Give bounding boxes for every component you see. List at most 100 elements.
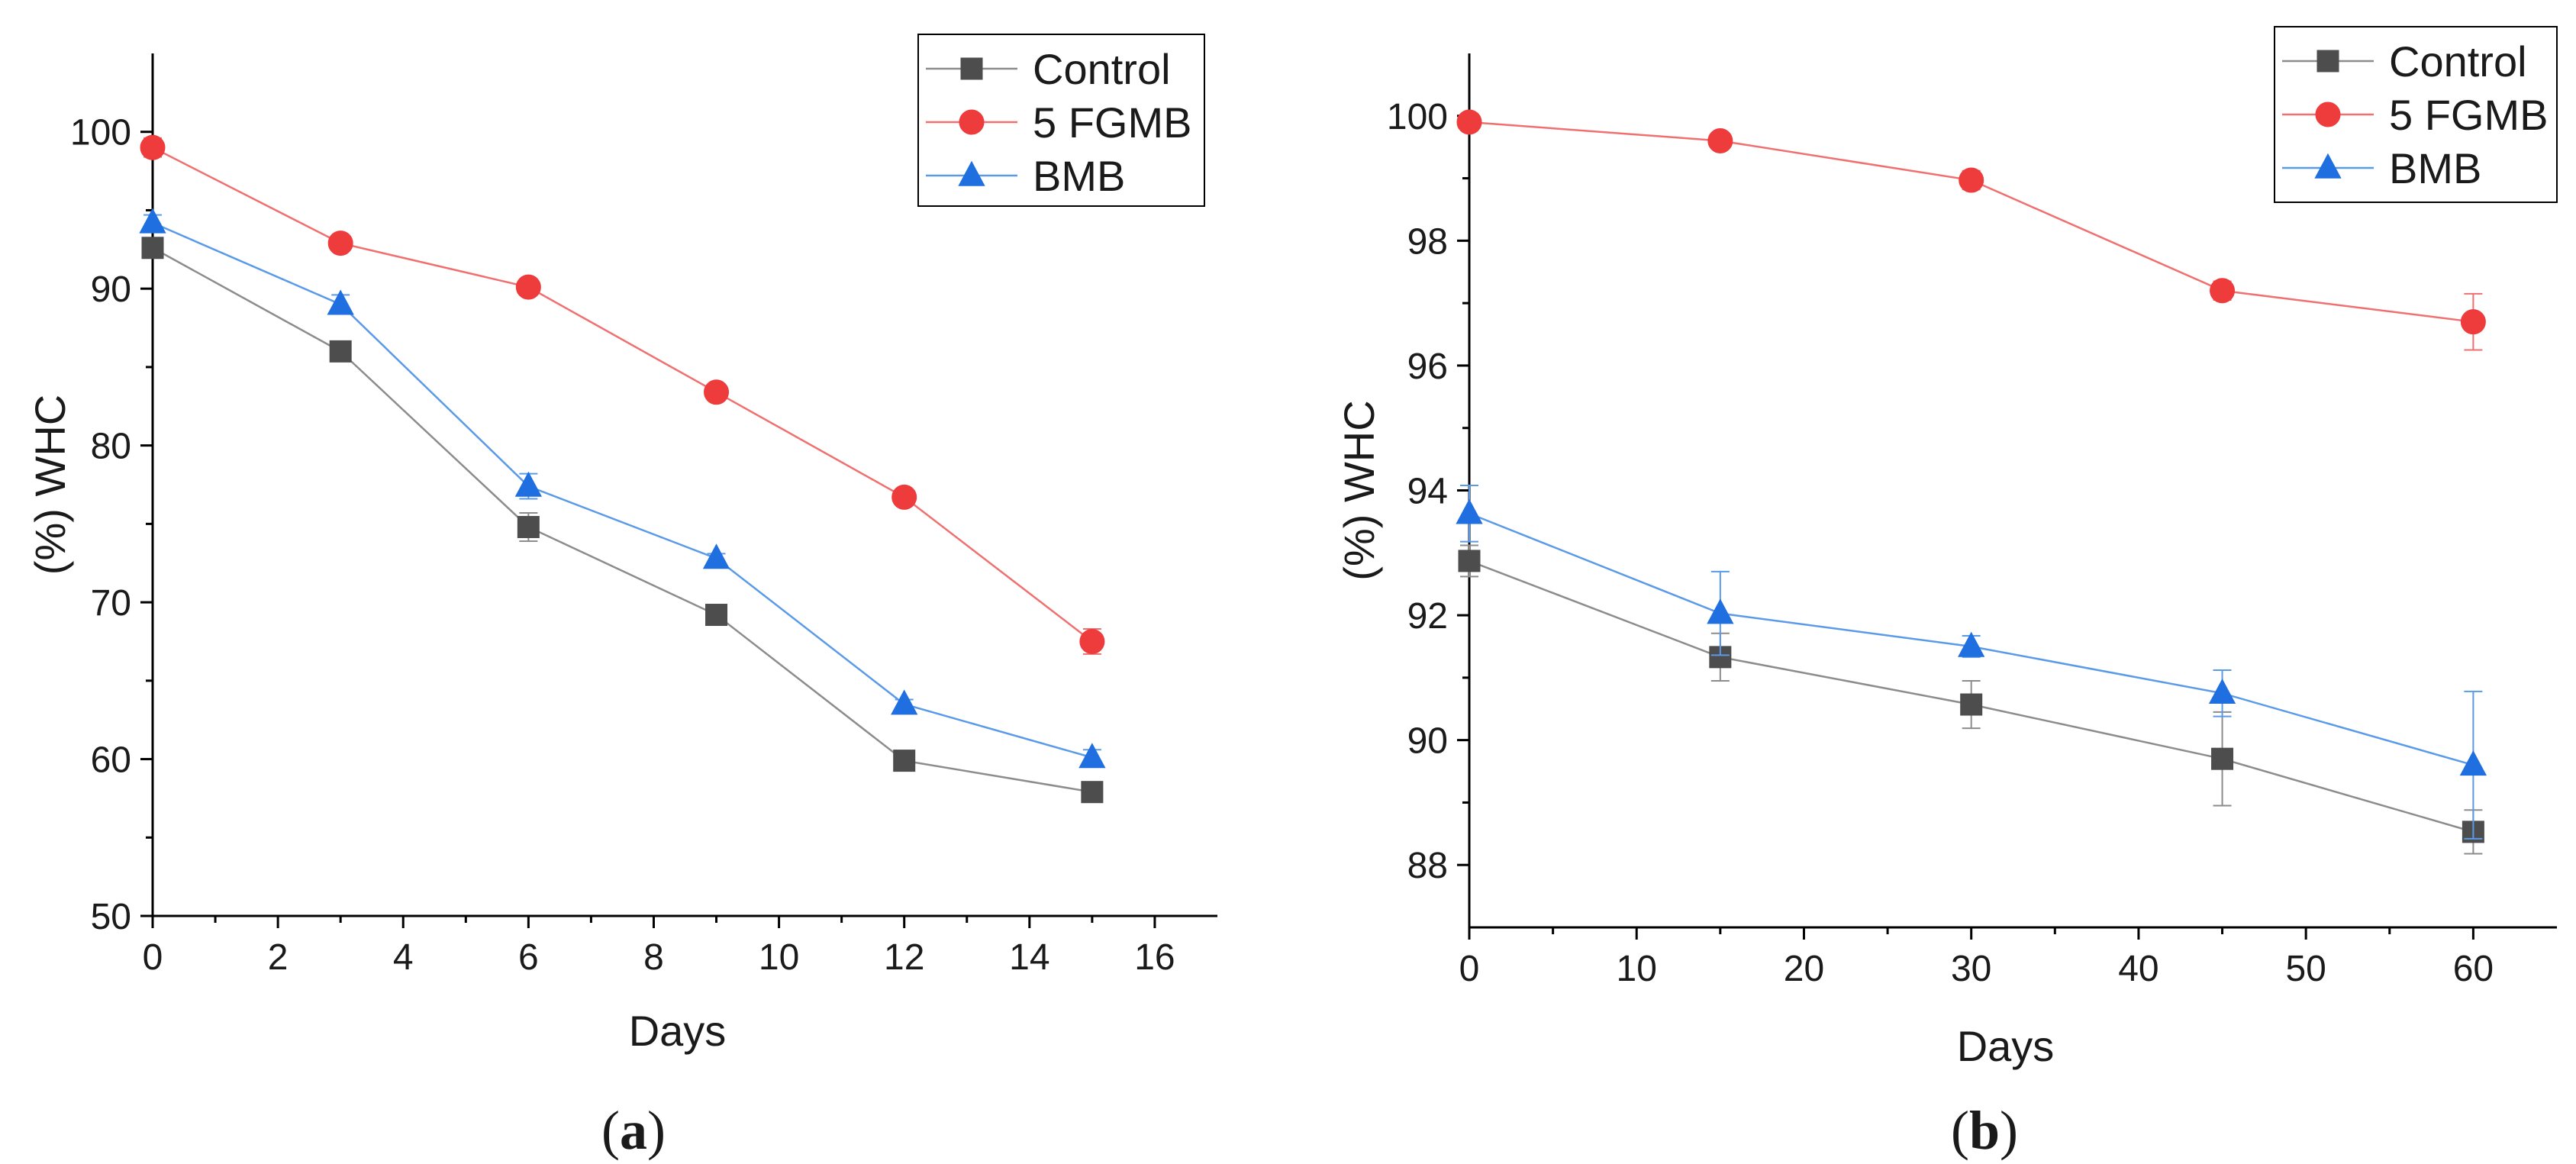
data-point [702,543,730,569]
data-point [1958,631,1985,657]
y-tick-label: 96 [1407,347,1448,387]
data-point [141,237,164,260]
x-tick-label: 12 [884,937,924,978]
legend-label: Control [1033,45,1171,93]
data-point [891,689,918,715]
data-point [1458,550,1481,572]
y-tick-label: 92 [1407,596,1448,637]
legend-marker [2315,102,2341,127]
x-tick-label: 6 [518,937,539,978]
series-line [152,147,1093,643]
legend-item: BMB [2282,144,2481,192]
caption-letter: b [1969,1100,2000,1161]
x-tick-label: 0 [143,937,163,978]
legend-item: 5 FGMB [926,98,1191,147]
y-tick-label: 88 [1407,846,1448,886]
data-point [2211,747,2234,770]
y-tick-label: 70 [91,583,131,624]
legend-label: BMB [2389,144,2481,192]
caption-paren: ) [2000,1100,2018,1161]
legend-item: Control [926,45,1171,93]
x-tick-label: 50 [2285,949,2326,989]
y-tick-label: 60 [91,740,131,781]
y-tick-label: 80 [91,427,131,467]
x-tick-label: 8 [643,937,664,978]
y-tick-label: 90 [91,269,131,310]
data-point [515,274,541,300]
legend-label: 5 FGMB [1033,98,1191,147]
x-tick-label: 60 [2453,949,2494,989]
x-tick-label: 14 [1009,937,1049,978]
legend-label: BMB [1033,152,1125,200]
y-axis-title: (%) WHC [26,395,74,575]
x-tick-label: 10 [1617,949,1657,989]
legend-item: 5 FGMB [2282,91,2548,139]
y-tick-label: 94 [1407,472,1448,512]
x-tick-label: 30 [1951,949,1991,989]
legend-label: Control [2389,37,2527,85]
series-5-fgmb [1456,109,2486,351]
caption-paren: ( [1951,1100,1969,1161]
data-point [1079,628,1105,654]
chart-a: 0 2 4 6 8 10 12 14 16 50 60 70 80 90 100 Days (%) WHC Con… [26,34,1217,1161]
legend-marker [959,109,985,135]
y-axis-title: (%) WHC [1335,400,1383,580]
legend-label: 5 FGMB [2389,91,2548,139]
data-point [893,750,916,772]
data-point [1456,109,1482,135]
legend-item: BMB [926,152,1125,200]
data-point [1078,743,1106,769]
data-point [2210,278,2236,304]
series-5-fgmb [140,134,1105,655]
data-point [1959,167,1984,193]
series-line [152,247,1093,793]
legend: Control 5 FGMB BMB [917,34,1205,207]
data-point [705,604,728,627]
y-tick-label: 90 [1407,721,1448,762]
data-point [327,231,353,256]
series-control [141,237,1104,804]
panel-caption: (b) [1951,1100,2018,1161]
data-point [2460,309,2486,335]
data-point [2208,679,2236,705]
caption-paren: ( [601,1100,620,1161]
y-tick-label: 100 [70,113,131,153]
data-point [329,340,352,363]
data-point [2459,750,2487,776]
x-tick-label: 10 [759,937,799,978]
data-point [517,515,540,538]
x-tick-label: 16 [1134,937,1175,978]
data-point [704,379,730,405]
chart-b: 0 10 20 30 40 50 60 88 90 92 94 96 98 100 Days (%) WHC C… [1335,26,2558,1161]
data-point [140,134,166,160]
series-control [1458,544,2484,855]
data-point [1960,693,1983,716]
legend-marker [960,57,983,80]
panel-caption: (a) [601,1100,666,1161]
caption-paren: ) [647,1100,666,1161]
legend-marker [958,160,985,186]
x-tick-label: 0 [1459,949,1480,989]
y-tick-label: 50 [91,897,131,937]
x-tick-label: 20 [1784,949,1824,989]
legend-marker [2316,50,2339,73]
legend-item: Control [2282,37,2527,85]
legend-marker [2314,153,2342,179]
data-point [514,471,542,497]
x-tick-label: 40 [2118,949,2158,989]
x-tick-label: 2 [268,937,289,978]
data-point [327,289,354,315]
series-bmb [139,208,1106,769]
data-point [139,208,166,234]
y-tick-label: 100 [1387,97,1448,137]
legend: Control 5 FGMB BMB [2274,26,2558,203]
series-line [152,221,1093,759]
data-point [1456,498,1483,524]
x-axis-title: Days [629,1007,727,1055]
y-tick-label: 98 [1407,221,1448,262]
x-axis-title: Days [1957,1022,2055,1070]
data-point [1081,781,1104,804]
data-point [1707,128,1733,153]
caption-letter: a [620,1100,647,1161]
